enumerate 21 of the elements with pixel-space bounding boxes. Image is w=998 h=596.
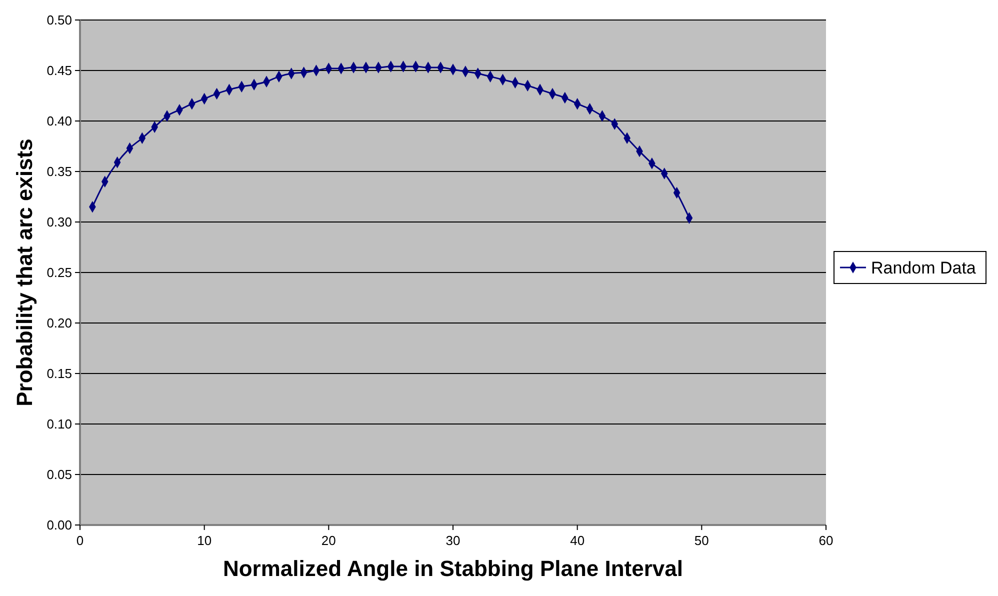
y-tick-label: 0.15: [46, 366, 72, 382]
x-tick-label: 60: [818, 533, 834, 548]
legend-label: Random Data: [871, 258, 976, 278]
y-tick-label: 0.10: [46, 416, 72, 432]
y-axis-title: Probability that arc exists: [12, 138, 37, 406]
y-tick-label: 0.30: [46, 214, 72, 230]
y-tick-label: 0.05: [46, 467, 72, 482]
y-tick-label: 0.35: [46, 164, 72, 180]
x-tick-label: 50: [694, 533, 709, 548]
x-tick-label: 30: [446, 533, 460, 548]
y-tick-label: 0.20: [46, 316, 72, 331]
y-tick-label: 0.50: [46, 12, 72, 28]
y-tick-label: 0.00: [46, 518, 72, 533]
x-tick-label: 0: [76, 533, 84, 548]
x-axis-title: Normalized Angle in Stabbing Plane Interval: [222, 556, 684, 581]
x-tick-label: 10: [197, 533, 212, 548]
y-tick-label: 0.25: [46, 265, 72, 280]
y-tick-label: 0.45: [46, 63, 72, 78]
y-tick-label: 0.40: [46, 114, 72, 129]
x-tick-label: 40: [570, 533, 585, 548]
x-tick-label: 20: [321, 533, 336, 548]
